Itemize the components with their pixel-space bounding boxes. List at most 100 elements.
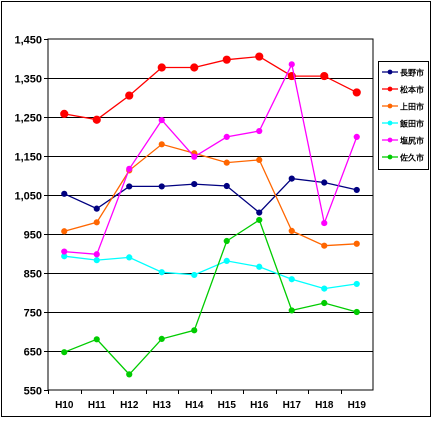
data-point [158,183,165,190]
legend-item: 松本市 [382,85,424,95]
data-point [353,280,360,288]
data-point [255,52,264,61]
x-tick-label: H11 [88,400,106,411]
data-point [352,88,361,97]
legend-label: 長野市 [400,68,424,78]
legend-item: 上田市 [382,102,424,112]
data-point [158,117,165,124]
y-tick-label: 650 [24,347,42,359]
data-point [288,175,295,182]
y-tick-label: 850 [24,269,42,281]
data-point [321,179,328,186]
data-point [126,165,133,172]
legend-label: 上田市 [400,102,424,112]
data-point [223,182,230,190]
x-tick-label: H15 [218,400,237,411]
series-2 [60,52,361,124]
data-point [92,115,101,124]
series-5 [61,61,360,258]
series-line [64,62,358,255]
data-point [93,336,100,343]
series-1 [61,175,360,216]
x-tick-label: H18 [315,400,334,411]
data-point [93,257,100,264]
data-point [191,327,198,334]
y-tick-label: 1,350 [14,74,42,86]
data-point [288,307,295,314]
legend-label: 飯田市 [399,119,424,129]
y-tick-label: 1,450 [14,35,42,47]
x-tick-label: H19 [348,400,367,411]
y-tick-label: 1,250 [14,113,42,125]
legend-label: 松本市 [400,85,424,95]
legend-marker [387,154,393,160]
legend-marker [387,86,393,92]
data-point [353,186,360,194]
data-point [61,349,68,356]
data-point [256,209,263,216]
data-point [256,216,263,224]
data-point [321,242,328,249]
data-point [320,71,329,81]
data-point [158,269,165,276]
y-tick-label: 950 [24,230,42,242]
x-tick-label: H16 [250,400,269,411]
data-point [126,183,133,190]
x-tick-label: H13 [153,400,172,411]
data-point [222,55,231,64]
data-point [158,141,165,148]
data-point [191,271,198,279]
data-point [93,251,100,258]
data-point [93,205,100,212]
legend-marker [387,69,393,75]
data-point [288,61,295,68]
data-point [288,227,295,234]
legend-marker [387,103,393,109]
data-point [61,248,68,255]
y-tick-label: 1,150 [14,152,42,164]
data-point [223,133,230,140]
y-tick-label: 1,050 [14,191,42,203]
legend-item: 塩尻市 [382,136,424,146]
data-point [61,190,68,197]
data-point [191,153,198,160]
data-point [93,219,100,226]
axis-layer: 550 650 750 850 950 1,050 1,150 1,250 1,350 1,450… [14,35,366,412]
data-point [60,109,69,118]
data-point [125,91,134,100]
data-point [321,285,328,292]
line-chart: 550 650 750 850 950 1,050 1,150 1,250 1,350 1,450… [14,35,429,412]
data-point [256,156,263,163]
legend-marker [387,120,393,126]
data-point [321,219,328,227]
legend-label: 塩尻市 [400,136,424,146]
data-point [158,335,165,343]
data-point [256,263,263,270]
series-6 [61,216,360,378]
x-tick-label: H12 [120,400,139,411]
x-tick-label: H10 [55,400,74,411]
legend-box [378,61,429,170]
series-line [64,255,357,290]
data-point [126,371,133,378]
data-point [288,276,295,283]
series-line [64,143,357,247]
legend-item: 長野市 [382,68,424,78]
x-tick-label: H14 [185,400,204,411]
legend-marker [387,137,393,143]
chart-frame: 550 650 750 850 950 1,050 1,150 1,250 1,350 1,450… [1,1,431,417]
data-point [61,228,68,235]
legend-item: 飯田市 [382,119,424,129]
data-point [190,63,199,72]
series-line [64,55,358,121]
x-tick-label: H17 [283,400,302,411]
data-point [157,63,166,72]
data-point [353,133,360,140]
plot-area [47,38,374,391]
data-point [321,299,328,307]
legend-label: 佐久市 [399,153,424,163]
data-point [223,237,230,245]
data-point [223,257,230,265]
y-tick-label: 550 [24,386,42,398]
